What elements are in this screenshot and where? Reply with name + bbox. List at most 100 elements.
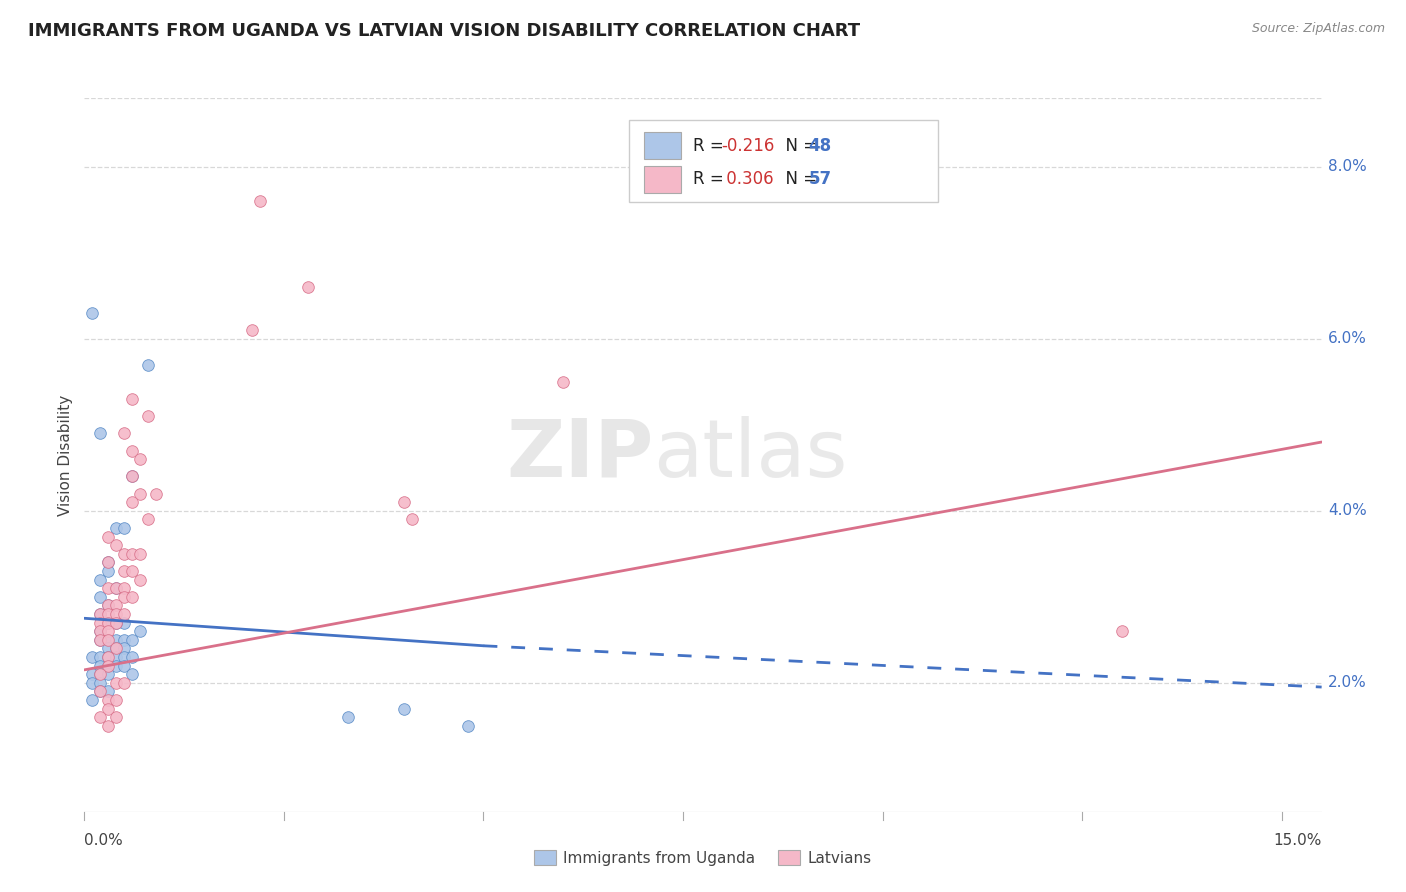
Point [129, 486, 152, 500]
Point [89, 607, 111, 621]
Point [97, 555, 120, 569]
Text: ZIP: ZIP [506, 416, 654, 494]
Point [112, 581, 135, 595]
Text: Source: ZipAtlas.com: Source: ZipAtlas.com [1251, 22, 1385, 36]
Point [121, 392, 143, 406]
Point [112, 675, 135, 690]
Point [105, 538, 128, 552]
Point [105, 710, 128, 724]
Text: atlas: atlas [654, 416, 848, 494]
Point [89, 667, 111, 681]
Text: 6.0%: 6.0% [1327, 331, 1367, 346]
Point [112, 632, 135, 647]
Point [97, 624, 120, 639]
Point [129, 547, 152, 561]
Point [121, 469, 143, 483]
Point [112, 547, 135, 561]
Point [136, 512, 159, 526]
Point [89, 590, 111, 604]
Text: IMMIGRANTS FROM UGANDA VS LATVIAN VISION DISABILITY CORRELATION CHART: IMMIGRANTS FROM UGANDA VS LATVIAN VISION… [28, 22, 860, 40]
Point [553, 375, 575, 389]
Y-axis label: Vision Disability: Vision Disability [58, 394, 73, 516]
Text: -0.216: -0.216 [721, 137, 775, 155]
Text: 0.306: 0.306 [721, 170, 773, 188]
Text: R =: R = [693, 137, 730, 155]
Point [145, 486, 167, 500]
Point [89, 667, 111, 681]
Point [336, 710, 359, 724]
Point [97, 658, 120, 673]
Point [89, 624, 111, 639]
Point [105, 650, 128, 665]
Point [97, 693, 120, 707]
Point [97, 684, 120, 698]
Point [105, 581, 128, 595]
Point [97, 632, 120, 647]
Point [97, 607, 120, 621]
Point [97, 650, 120, 665]
Point [97, 530, 120, 544]
Point [121, 564, 143, 578]
Point [89, 624, 111, 639]
Point [1111, 624, 1133, 639]
Point [105, 581, 128, 595]
Point [105, 658, 128, 673]
Point [129, 573, 152, 587]
Point [121, 443, 143, 458]
Point [112, 426, 135, 441]
Point [105, 693, 128, 707]
Point [121, 469, 143, 483]
Point [121, 590, 143, 604]
Point [105, 675, 128, 690]
Text: 15.0%: 15.0% [1274, 833, 1322, 848]
Point [105, 615, 128, 630]
Point [82, 306, 104, 320]
Point [105, 641, 128, 656]
Point [112, 658, 135, 673]
Point [401, 512, 423, 526]
Point [97, 632, 120, 647]
Point [129, 624, 152, 639]
Point [112, 615, 135, 630]
Point [82, 650, 104, 665]
Point [112, 641, 135, 656]
Text: N =: N = [775, 137, 823, 155]
Point [457, 719, 479, 733]
Point [89, 607, 111, 621]
Point [89, 573, 111, 587]
Point [97, 641, 120, 656]
Point [97, 615, 120, 630]
Point [112, 564, 135, 578]
Point [89, 710, 111, 724]
Point [249, 194, 271, 209]
Point [136, 358, 159, 372]
FancyBboxPatch shape [644, 166, 681, 193]
Point [112, 590, 135, 604]
Point [105, 599, 128, 613]
Point [89, 658, 111, 673]
Point [97, 658, 120, 673]
Point [89, 632, 111, 647]
Point [97, 599, 120, 613]
Text: 57: 57 [808, 170, 831, 188]
Point [240, 323, 263, 337]
Point [97, 719, 120, 733]
Point [82, 675, 104, 690]
Point [97, 650, 120, 665]
Text: 0.0%: 0.0% [84, 833, 124, 848]
Point [121, 632, 143, 647]
Point [121, 547, 143, 561]
Point [97, 564, 120, 578]
Point [89, 675, 111, 690]
Text: 2.0%: 2.0% [1327, 675, 1367, 690]
Point [97, 615, 120, 630]
Point [89, 632, 111, 647]
Point [97, 581, 120, 595]
Point [97, 555, 120, 569]
Point [105, 615, 128, 630]
Text: R =: R = [693, 170, 730, 188]
FancyBboxPatch shape [644, 132, 681, 160]
Text: 8.0%: 8.0% [1327, 160, 1367, 175]
Point [112, 521, 135, 535]
Point [97, 599, 120, 613]
